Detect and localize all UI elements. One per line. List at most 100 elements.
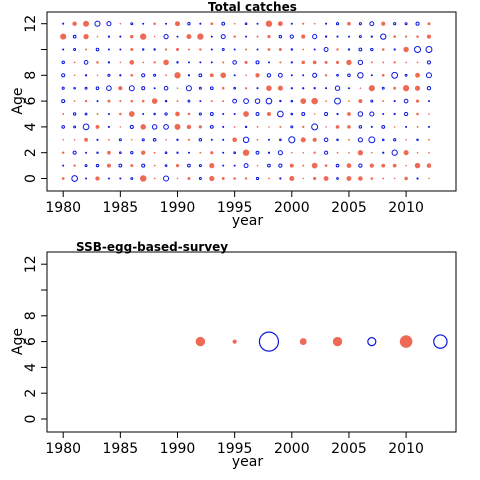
residual-point xyxy=(128,111,135,117)
residual-point xyxy=(277,110,284,118)
residual-point xyxy=(245,74,247,77)
residual-point xyxy=(187,112,191,116)
residual-point xyxy=(358,176,363,181)
residual-point xyxy=(141,150,146,155)
residual-point xyxy=(187,138,191,141)
residual-point xyxy=(414,162,421,169)
panel-title-1: Total catches xyxy=(208,0,297,14)
residual-point xyxy=(277,150,283,156)
residual-point xyxy=(164,48,168,51)
residual-point xyxy=(72,112,77,116)
residual-point xyxy=(119,126,122,128)
residual-point xyxy=(277,72,283,78)
residual-point xyxy=(197,33,204,40)
residual-point xyxy=(151,98,158,104)
residual-point xyxy=(393,112,396,116)
residual-point xyxy=(221,21,226,26)
residual-point xyxy=(311,162,318,169)
x-axis-label: year xyxy=(232,454,263,470)
x-tick-label: 1990 xyxy=(160,441,196,457)
x-tick-label: 1985 xyxy=(103,200,139,216)
residual-point xyxy=(313,87,316,90)
residual-point xyxy=(425,72,432,79)
residual-point xyxy=(347,48,351,51)
residual-point xyxy=(140,124,146,130)
residual-point xyxy=(347,87,350,90)
residual-point xyxy=(232,98,238,104)
residual-point xyxy=(72,34,77,39)
residual-point xyxy=(266,111,271,117)
residual-point xyxy=(404,176,408,181)
residual-point xyxy=(336,177,339,180)
residual-point xyxy=(255,176,260,181)
x-tick-label: 2000 xyxy=(274,441,310,457)
residual-point xyxy=(325,126,327,128)
residual-point xyxy=(84,74,88,77)
residual-point xyxy=(107,99,111,103)
x-tick-label: 1980 xyxy=(45,441,81,457)
residual-point xyxy=(130,151,134,155)
residual-point xyxy=(256,164,259,167)
residual-point xyxy=(175,111,180,117)
residual-point xyxy=(244,125,248,129)
residual-point xyxy=(302,164,305,167)
residual-point xyxy=(426,60,432,65)
residual-point xyxy=(175,163,180,168)
residual-point xyxy=(393,35,396,38)
residual-point xyxy=(198,125,202,129)
residual-point xyxy=(175,47,180,52)
residual-point xyxy=(62,138,65,141)
residual-point xyxy=(358,22,362,26)
residual-point xyxy=(141,138,145,142)
residual-point xyxy=(416,151,419,154)
residual-point xyxy=(163,85,169,91)
residual-point xyxy=(242,149,250,156)
residual-point xyxy=(222,112,225,116)
residual-point xyxy=(334,97,341,105)
residual-point xyxy=(153,177,156,180)
residual-point xyxy=(370,125,373,128)
residual-point xyxy=(187,48,190,51)
residual-point xyxy=(323,150,329,155)
residual-point xyxy=(403,111,409,117)
residual-point xyxy=(290,74,293,77)
residual-point xyxy=(130,138,133,141)
residual-point xyxy=(347,125,351,129)
residual-point xyxy=(244,177,248,180)
y-tick-label: 4 xyxy=(23,122,39,131)
residual-point xyxy=(61,151,65,154)
residual-point xyxy=(267,163,271,168)
residual-point xyxy=(62,164,65,167)
residual-point xyxy=(187,177,191,180)
residual-point xyxy=(199,22,202,25)
residual-point xyxy=(426,163,432,168)
residual-point xyxy=(416,35,419,38)
residual-point xyxy=(130,177,134,180)
residual-point xyxy=(163,34,169,40)
residual-point xyxy=(187,61,190,64)
residual-point xyxy=(267,151,271,154)
residual-point xyxy=(313,151,316,154)
residual-point xyxy=(380,33,387,40)
residual-point xyxy=(119,48,122,51)
residual-point xyxy=(209,86,214,91)
residual-point xyxy=(289,175,295,182)
residual-point xyxy=(302,22,305,25)
y-axis-label: Age xyxy=(10,88,26,115)
residual-point xyxy=(233,126,236,128)
y-tick-label: 2 xyxy=(23,389,39,398)
residual-point xyxy=(72,150,77,155)
residual-point xyxy=(300,137,306,143)
residual-point xyxy=(358,47,363,52)
residual-point xyxy=(232,60,237,65)
residual-point xyxy=(198,138,203,142)
residual-point xyxy=(198,73,203,78)
residual-point xyxy=(60,33,67,40)
y-tick-label: 8 xyxy=(23,71,39,80)
residual-point xyxy=(61,60,65,65)
residual-point xyxy=(95,47,100,52)
residual-point xyxy=(130,73,134,77)
residual-point xyxy=(392,163,397,168)
residual-point xyxy=(324,164,328,167)
residual-point xyxy=(325,100,327,102)
